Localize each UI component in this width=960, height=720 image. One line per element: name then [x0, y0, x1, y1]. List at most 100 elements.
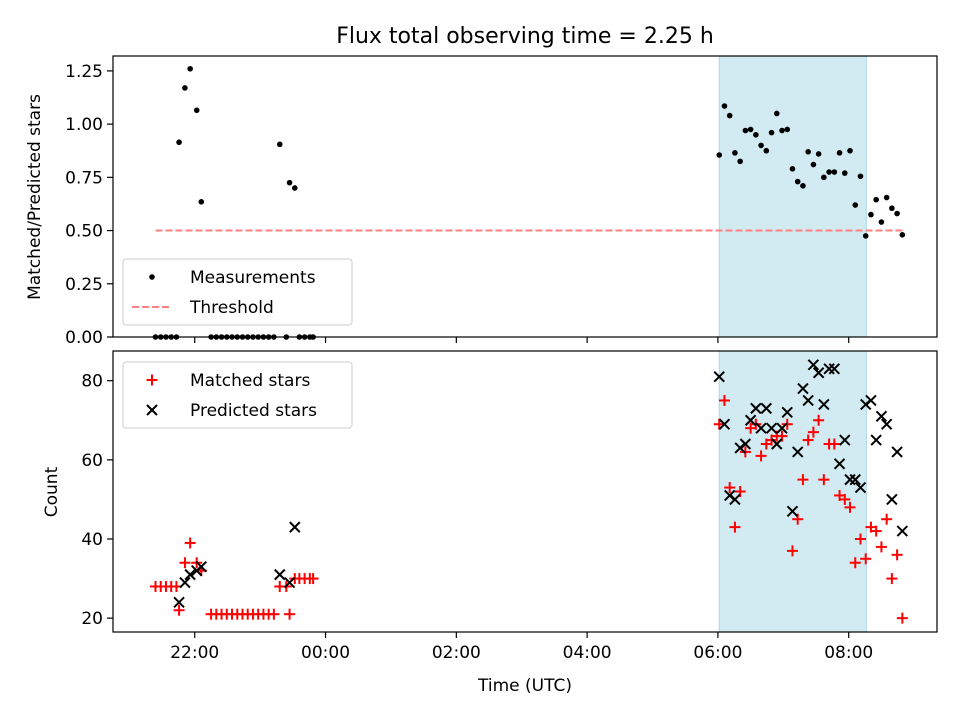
- predicted-star-point: [771, 438, 783, 450]
- x-tick-label: 00:00: [301, 643, 350, 663]
- predicted-star-point: [776, 422, 788, 434]
- matched-star-point: [179, 557, 191, 569]
- x-tick-label: 06:00: [693, 643, 742, 663]
- measurement-point: [821, 174, 827, 181]
- predicted-star-point: [765, 422, 778, 434]
- measurement-point: [779, 127, 785, 134]
- legend-label: Predicted stars: [190, 401, 317, 421]
- y-tick-label: 80: [81, 372, 103, 392]
- matched-star-point: [307, 573, 319, 585]
- matched-star-point: [870, 525, 882, 537]
- predicted-star-point: [828, 363, 841, 375]
- predicted-star-point: [833, 458, 846, 470]
- cross-stroke-b: [896, 525, 909, 537]
- cross-stroke-b: [729, 493, 741, 506]
- legend-label: Threshold: [189, 298, 274, 318]
- predicted-star-point: [807, 359, 820, 371]
- axes-frame: [112, 55, 938, 338]
- measurement-point: [768, 129, 775, 136]
- cross-stroke-b: [791, 446, 804, 458]
- predicted-star-point: [865, 394, 877, 407]
- matched-star-point: [860, 553, 872, 565]
- predicted-star-point: [802, 394, 814, 407]
- cross-stroke-b: [797, 382, 809, 395]
- cross-stroke-b: [891, 446, 903, 458]
- measurement-point: [831, 169, 838, 175]
- matched-star-point: [713, 418, 725, 430]
- matched-star-point: [729, 521, 741, 533]
- measurement-point: [862, 233, 869, 239]
- y-tick-label: 60: [81, 451, 103, 471]
- measurement-point: [868, 211, 874, 218]
- measurement-point: [805, 148, 811, 155]
- measurement-point: [852, 202, 859, 208]
- legend-cross-swatch: [146, 404, 158, 416]
- predicted-star-point: [755, 422, 767, 434]
- x-tick-label: 04:00: [563, 643, 612, 663]
- y-tick-label: 0.75: [65, 168, 103, 188]
- matched-star-point: [786, 545, 798, 557]
- predicted-star-point: [891, 446, 903, 458]
- measurement-point: [286, 179, 293, 186]
- matched-star-point: [818, 474, 830, 486]
- legend-box: [122, 361, 353, 429]
- cross-stroke-b: [839, 434, 851, 446]
- measurement-point: [878, 219, 885, 225]
- matched-star-point: [802, 434, 814, 446]
- observing-window-span: [718, 55, 867, 338]
- cross-stroke-b: [781, 406, 793, 419]
- y-tick-label: 40: [81, 530, 103, 550]
- measurement-point: [721, 103, 728, 109]
- measurement-point: [737, 158, 743, 165]
- matched-star-point: [854, 533, 866, 545]
- cross-stroke-b: [818, 398, 830, 411]
- matched-star-point: [875, 541, 887, 553]
- measurement-point: [841, 170, 848, 176]
- matched-star-point: [896, 612, 908, 624]
- measurement-point: [276, 141, 283, 148]
- legend-label: Matched stars: [190, 371, 310, 391]
- measurement-point: [716, 152, 723, 158]
- predicted-star-point: [274, 568, 286, 581]
- cross-stroke-b: [713, 371, 725, 383]
- cross-stroke-b: [849, 473, 861, 486]
- measurement-point: [758, 142, 764, 149]
- cross-stroke-b: [844, 473, 856, 486]
- cross-stroke-b: [812, 367, 825, 379]
- measurement-point: [763, 147, 770, 154]
- matched-star-point: [268, 608, 280, 620]
- cross-stroke-b: [771, 438, 783, 450]
- matched-star-point: [813, 414, 825, 426]
- series-matched-stars: [150, 394, 908, 624]
- cross-stroke-b: [718, 418, 731, 430]
- cross-stroke-b: [833, 458, 846, 470]
- measurement-point: [176, 139, 182, 146]
- cross-stroke-b: [173, 596, 185, 609]
- cross-stroke-b: [828, 363, 841, 375]
- predicted-star-point: [849, 473, 861, 486]
- y-tick-label: 0.50: [65, 222, 103, 242]
- matched-star-point: [284, 608, 296, 620]
- measurement-point: [883, 194, 890, 201]
- predicted-star-point: [781, 406, 793, 419]
- cross-stroke-b: [807, 359, 820, 371]
- predicted-star-point: [886, 493, 898, 506]
- y-tick-label: 20: [81, 609, 103, 629]
- measurement-point: [826, 169, 832, 175]
- predicted-star-point: [744, 414, 757, 426]
- series-measurements: [152, 65, 906, 340]
- y-tick-label: 0.25: [65, 275, 103, 295]
- axes-frame: [112, 350, 938, 633]
- predicted-star-point: [854, 481, 867, 494]
- matched-star-point: [881, 513, 893, 525]
- legend: Matched stars Predicted stars: [122, 361, 353, 429]
- predicted-star-point: [896, 525, 909, 537]
- x-tick-label: 22:00: [170, 643, 219, 663]
- predicted-star-point: [786, 505, 799, 517]
- predicted-star-point: [173, 596, 185, 609]
- predicted-star-point: [797, 382, 809, 395]
- measurement-point: [292, 185, 298, 191]
- predicted-star-point: [875, 410, 888, 423]
- measurement-point: [747, 126, 754, 133]
